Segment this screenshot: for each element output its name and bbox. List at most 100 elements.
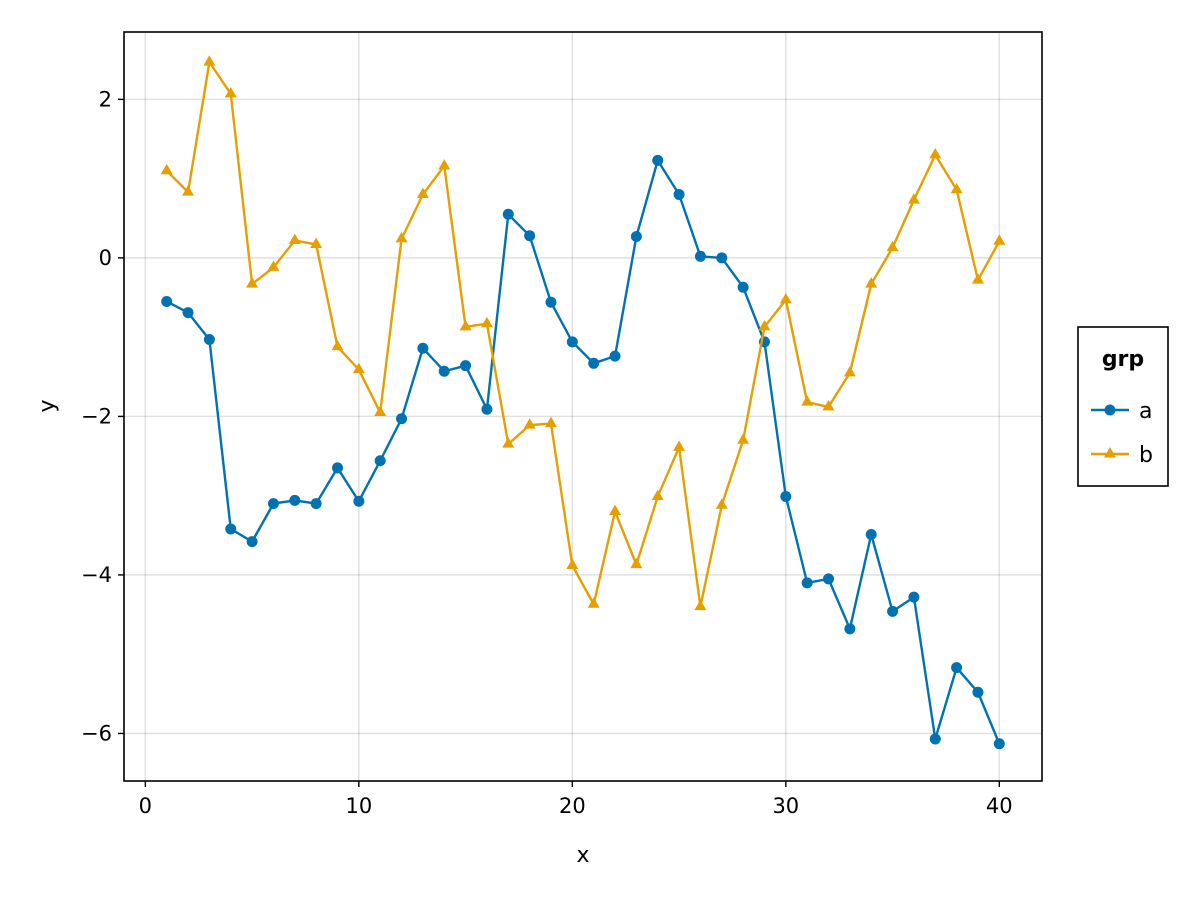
data-point-a [417,342,429,354]
data-point-b [566,558,579,569]
legend-entry-b: b [1091,443,1153,468]
data-point-a [267,498,279,510]
data-point-b [993,234,1006,245]
data-point-b [395,232,408,243]
data-point-a [331,462,343,474]
data-point-a [481,403,493,415]
data-point-a [630,230,642,242]
data-point-b [459,319,472,331]
legend-title: grp [1102,347,1144,372]
grid-lines [124,32,1042,781]
series-line-b [165,60,1001,608]
data-point-a [374,455,386,467]
y-axis-ticks: −6 −4 −2 0 2 [81,87,124,745]
data-point-a [993,738,1005,750]
data-point-a [908,591,920,603]
data-point-a [203,334,215,346]
data-point-b [310,237,323,248]
data-point-a [396,413,408,425]
data-point-a [502,208,514,220]
y-tick-label: 0 [99,246,112,270]
data-point-b [438,159,451,170]
x-tick-label: 40 [986,794,1013,818]
data-point-b [267,260,280,271]
data-point-b [630,557,643,569]
x-axis-ticks: 0 10 20 30 40 [139,781,1013,818]
data-point-b [950,182,963,194]
data-point-a [310,498,322,510]
data-point-a [588,357,600,369]
data-point-b [352,362,365,374]
data-point-b [160,163,173,175]
x-tick-label: 30 [772,794,799,818]
legend-label: b [1139,443,1153,468]
plot-frame [123,31,1043,782]
x-tick-label: 20 [559,794,586,818]
data-point-b [801,395,814,406]
data-point-b [651,489,664,500]
data-point-a [353,495,365,507]
series-b [160,55,1006,611]
data-point-a [246,536,258,548]
data-point-b [224,86,237,98]
data-point-b [715,498,728,509]
data-point-a [694,250,706,262]
data-point-a [673,188,685,200]
data-point-b [609,504,622,516]
data-point-b [737,433,750,444]
legend-swatch-marker [1104,447,1116,458]
data-point-b [246,277,259,288]
data-point-a [887,605,899,617]
data-point-b [502,437,515,448]
data-point-b [865,277,878,288]
legend: grp ab [1077,326,1169,487]
data-point-a [865,529,877,541]
data-point-b [480,316,493,328]
data-point-a [737,281,749,293]
data-point-b [822,400,835,411]
data-point-a [545,296,557,308]
legend-entry-a: a [1091,399,1152,424]
data-point-a [524,230,536,242]
data-point-b [843,365,856,377]
data-point-a [716,252,728,264]
legend-swatch-marker [1104,404,1116,416]
data-point-b [288,233,301,244]
y-axis-label: y [35,399,60,412]
data-point-a [289,494,301,506]
legend-entries: ab [1091,399,1153,468]
data-point-a [609,350,621,362]
data-point-a [951,662,963,674]
data-point-a [566,336,578,348]
data-point-b [929,147,942,159]
data-point-b [673,440,686,451]
data-point-a [225,523,237,535]
data-point-b [971,273,984,284]
series-layer [160,55,1006,750]
series-line-a [166,159,1001,745]
legend-box [1077,326,1169,487]
x-axis-label: x [576,843,589,868]
y-tick-label: −2 [81,404,112,428]
x-tick-label: 0 [139,794,152,818]
data-point-b [544,416,557,428]
data-point-b [416,187,429,199]
data-point-a [801,577,813,589]
data-point-a [460,360,472,372]
data-point-b [779,293,792,304]
data-point-b [694,599,707,611]
data-point-a [823,573,835,585]
data-point-b [886,240,899,252]
data-point-b [182,185,195,196]
data-point-a [929,733,941,745]
data-point-a [780,490,792,502]
y-tick-label: −4 [81,563,112,587]
x-tick-label: 10 [345,794,372,818]
legend-label: a [1139,399,1152,424]
data-point-b [907,193,920,204]
data-point-a [972,686,984,698]
data-point-a [652,154,664,166]
data-point-b [374,405,387,416]
y-tick-label: 2 [99,87,112,111]
